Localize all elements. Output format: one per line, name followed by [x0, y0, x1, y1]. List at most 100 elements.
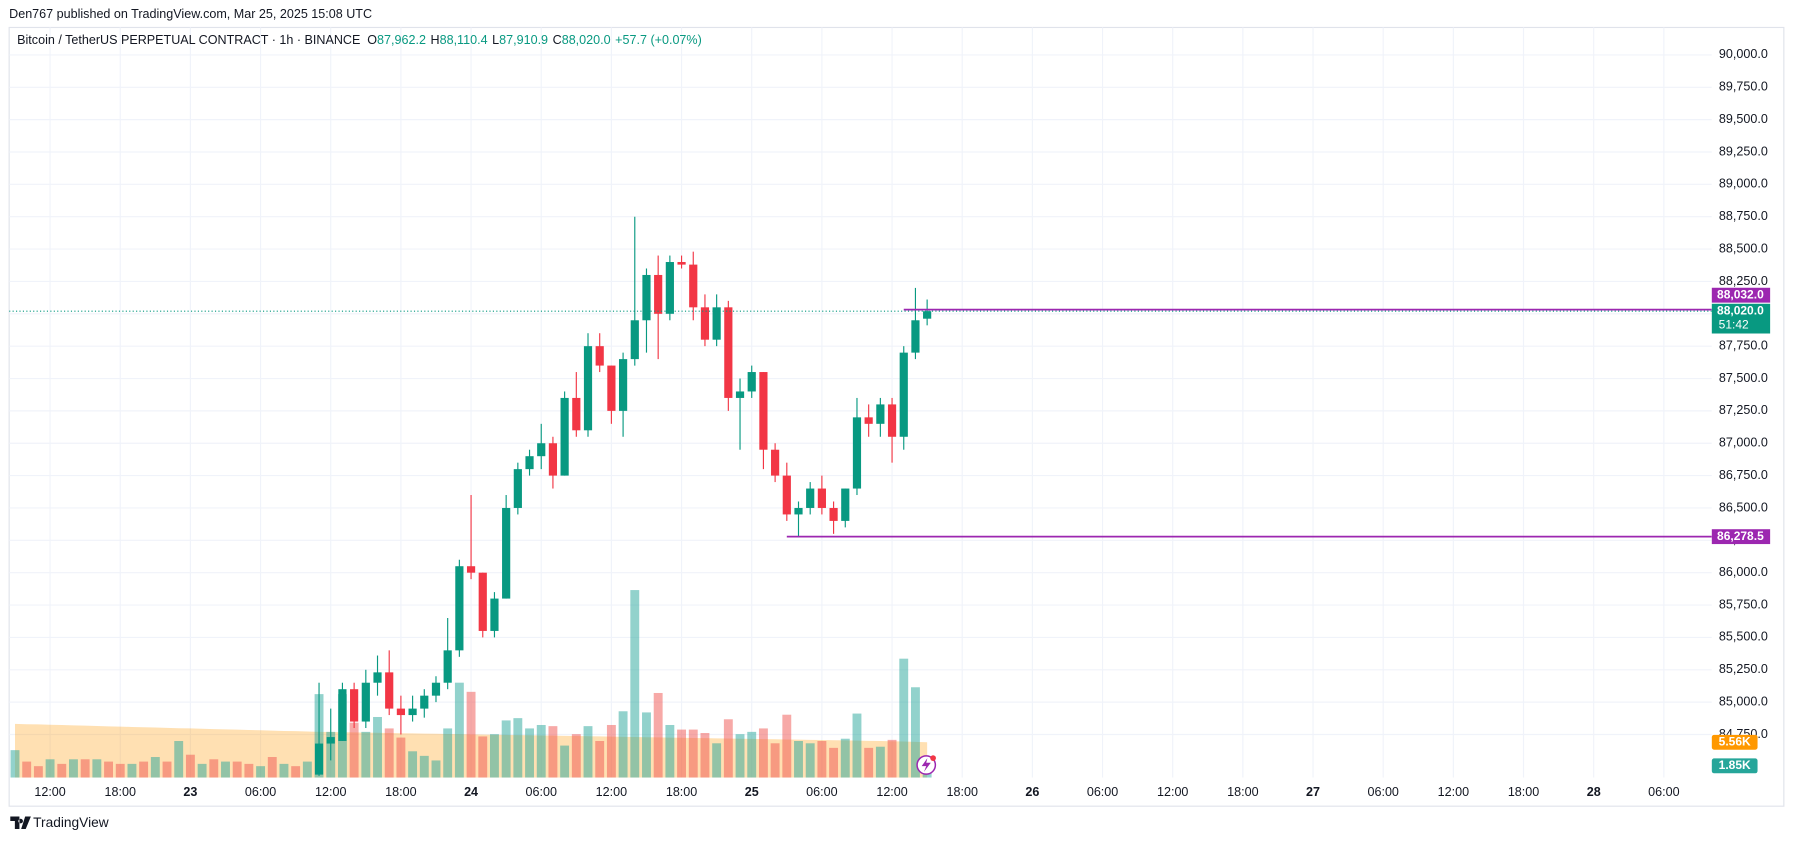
volume-label: 1.85K [1719, 758, 1751, 772]
candle-body [420, 695, 429, 709]
candle-body [338, 689, 347, 741]
candle-body [513, 469, 522, 508]
volume-bar [408, 751, 418, 778]
candle-body [314, 743, 324, 775]
candle-body [876, 404, 885, 424]
candle-body [712, 307, 721, 340]
y-tick-label: 87,500.0 [1719, 371, 1768, 385]
volume-bar [373, 716, 382, 778]
candle-body [735, 391, 745, 398]
volume-bar [829, 747, 839, 778]
volume-bar [700, 733, 710, 778]
volume-bar [45, 759, 55, 778]
x-tick-label: 18:00 [385, 785, 416, 799]
y-tick-label: 85,750.0 [1719, 597, 1768, 611]
candle-body [396, 708, 405, 716]
candle-body [560, 397, 569, 476]
y-tick-label: 86,750.0 [1719, 468, 1768, 482]
candle-body [899, 352, 908, 437]
volume-bar [279, 763, 289, 778]
axes: 84,750.085,000.085,250.085,500.085,750.0… [34, 47, 1771, 799]
volume-bar [723, 719, 733, 778]
candle-body [607, 365, 616, 411]
x-tick-label: 23 [183, 785, 197, 799]
candle-body [794, 507, 803, 515]
volume-bar [840, 738, 850, 778]
candle-body [595, 346, 604, 366]
x-tick-label: 26 [1025, 785, 1039, 799]
volume-bar [185, 754, 195, 778]
volume-bar [162, 761, 172, 778]
tradingview-logo [10, 816, 31, 830]
volume-bar [127, 763, 137, 778]
volume-bar [875, 746, 885, 778]
volume-bar [10, 750, 20, 778]
publisher-note: Den767 published on TradingView.com, Mar… [9, 7, 372, 21]
x-tick-label: 06:00 [1087, 785, 1118, 799]
volume-bar [174, 741, 184, 778]
volume-bar [571, 734, 581, 778]
y-tick-label: 87,250.0 [1719, 403, 1768, 417]
volume-bar [244, 763, 254, 778]
volume-bar [33, 766, 43, 778]
x-tick-label: 12:00 [596, 785, 627, 799]
legend-key: L [492, 34, 499, 48]
legend-symbol: Bitcoin / TetherUS PERPETUAL CONTRACT · … [17, 34, 360, 48]
candle-body [864, 417, 873, 424]
candle-body [887, 404, 897, 437]
y-tick-label: 90,000.0 [1719, 47, 1768, 61]
volume-bar [197, 763, 207, 778]
volume-bar [653, 692, 663, 778]
x-tick-label: 27 [1306, 785, 1320, 799]
volume-bar [22, 761, 32, 778]
price-pane [9, 216, 1712, 776]
candle-body [583, 346, 593, 431]
volume-bar [209, 759, 219, 778]
y-tick-label: 85,250.0 [1719, 662, 1768, 676]
x-tick-label: 12:00 [315, 785, 346, 799]
volume-bar [782, 714, 792, 778]
volume-bar [899, 658, 909, 778]
footer-brand: TradingView [33, 815, 109, 830]
volume-bar [887, 739, 897, 778]
price-label-box [1711, 303, 1771, 334]
volume-bar [431, 760, 441, 778]
volume-bar [910, 687, 920, 778]
volume-bar [548, 726, 558, 778]
volume-bar [618, 711, 628, 778]
candle-body [654, 274, 663, 314]
y-tick-label: 88,500.0 [1719, 241, 1768, 255]
x-tick-label: 06:00 [526, 785, 557, 799]
grid [9, 27, 1712, 778]
volume-bar [560, 745, 570, 778]
x-tick-label: 06:00 [245, 785, 276, 799]
x-tick-label: 18:00 [105, 785, 136, 799]
y-tick-label: 89,250.0 [1719, 144, 1768, 158]
volume-bar [361, 731, 371, 778]
legend-value: 87,962.2 [377, 34, 426, 48]
volume-bar [536, 724, 546, 778]
x-tick-label: 06:00 [1648, 785, 1679, 799]
x-tick-label: 06:00 [806, 785, 837, 799]
volume-bar [466, 691, 476, 778]
volume-bar [384, 728, 394, 778]
candle-body [408, 708, 417, 716]
x-tick-label: 28 [1587, 785, 1601, 799]
price-label-box [1711, 529, 1771, 545]
volume-bar [583, 726, 593, 778]
volume-bar [232, 761, 242, 778]
volume-label: 5.56K [1719, 734, 1751, 748]
candle-body [806, 488, 815, 508]
x-tick-label: 12:00 [34, 785, 65, 799]
legend-key: O [367, 34, 377, 48]
volume-bar [712, 743, 722, 778]
volume-bar [606, 724, 616, 778]
candle-body [665, 262, 674, 314]
x-tick-label: 25 [745, 785, 759, 799]
price-label: 86,278.5 [1717, 529, 1764, 543]
volume-bar [302, 761, 312, 778]
volume-bar [221, 761, 230, 778]
x-tick-label: 12:00 [1157, 785, 1188, 799]
y-tick-label: 86,500.0 [1719, 500, 1768, 514]
candle-body [782, 475, 791, 515]
